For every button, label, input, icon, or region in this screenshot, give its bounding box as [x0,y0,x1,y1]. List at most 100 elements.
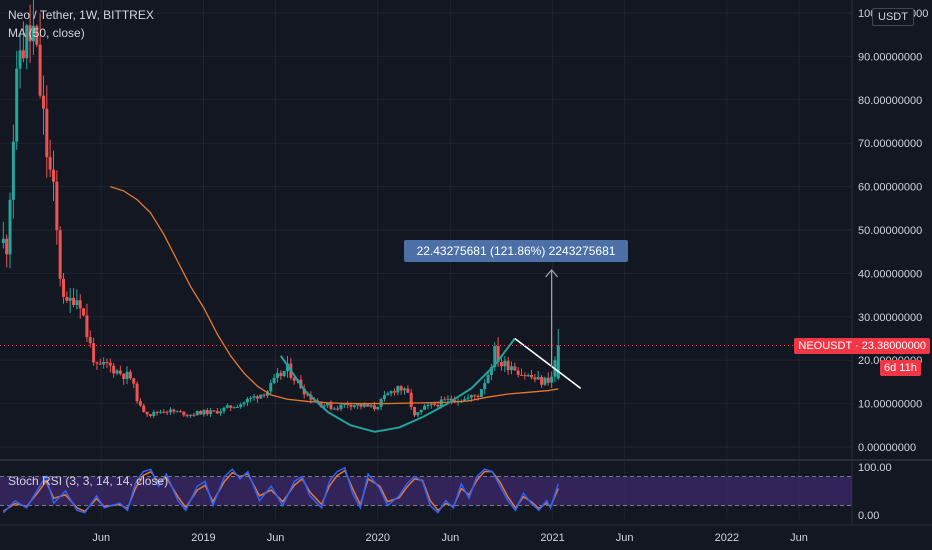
candle-body [55,181,59,231]
y-tick-label: 0.00000000 [858,442,916,454]
candle-body [513,366,517,371]
x-tick-label: Jun [790,532,808,544]
candle-body [95,362,99,364]
candle-body [219,411,223,414]
candle-body [496,346,500,362]
candle-body [48,157,52,170]
candle-body [88,337,92,344]
candle-body [15,68,19,142]
candle-body [509,366,513,371]
candle-body [506,360,510,371]
candle-body [556,345,560,379]
grid [0,0,932,526]
candle-body [195,411,199,416]
x-tick-label: Jun [616,532,634,544]
candle-body [72,297,76,305]
rsi-k-line [2,466,560,514]
last-price-value: 23.38000000 [861,340,926,352]
currency-button[interactable]: USDT [872,8,914,26]
candle-body [21,50,25,59]
candle-body [102,361,106,365]
trendline [514,337,582,390]
candle-body [476,395,480,397]
candle-body [18,50,22,69]
candle-body [78,300,82,309]
candle-body [112,365,116,374]
candle-body [182,411,186,416]
candle-body [479,389,483,397]
candle-body [423,405,427,410]
candle-body [235,407,239,409]
candle-body [35,25,39,45]
ma-legend[interactable]: MA (50, close) [8,26,85,40]
candles [1,0,560,419]
candle-body [245,398,249,403]
candle-body [199,411,203,415]
candle-body [386,393,390,396]
x-tick-label: Jun [92,532,110,544]
candle-body [520,374,524,376]
candle-body [135,383,139,402]
x-tick-label: 2020 [366,532,390,544]
candle-body [446,398,450,400]
candle-body [349,404,353,407]
candle-body [436,404,440,407]
candle-body [51,169,55,182]
candle-body [269,382,273,392]
candle-body [229,405,233,408]
drawings[interactable] [0,269,852,433]
measure-arrowhead [545,269,559,278]
candle-body [362,404,366,407]
y-tick-label: 50.00000000 [858,225,922,237]
candle-body [292,377,296,381]
candle-body [473,395,477,397]
candle-body [192,414,196,416]
candle-body [212,410,216,412]
candle-body [282,371,286,377]
candle-body [359,404,363,407]
y-tick-label: 10.00000000 [858,399,922,411]
candle-body [429,403,433,406]
x-tick-label: 2019 [191,532,215,544]
candle-body [25,25,29,59]
candle-body [489,367,493,375]
y-tick-label: 60.00000000 [858,182,922,194]
candle-body [543,377,547,385]
candle-body [536,376,540,380]
candle-body [249,397,253,399]
candle-body [413,407,417,416]
y-tick-label: 90.00000000 [858,51,922,63]
candle-body [8,199,12,255]
stoch-rsi-legend[interactable]: Stoch RSI (3, 3, 14, 14, close) [8,474,169,488]
candle-body [483,383,487,390]
candle-body [486,374,490,384]
candle-body [115,370,119,374]
candle-body [399,386,403,391]
bar-countdown: 6d 11h [880,360,921,376]
candle-body [45,108,49,158]
candle-body [533,377,537,380]
x-tick-label: 2021 [540,532,564,544]
candle-body [175,411,179,413]
candle-body [356,404,360,406]
candle-body [403,388,407,391]
last-price-label: NEOUSDT · 23.38000000 [794,338,930,354]
candle-body [516,370,520,375]
candle-body [108,362,112,366]
symbol-legend[interactable]: Neo / Tether, 1W, BITTREX [8,8,154,22]
candle-body [262,394,266,396]
cup-drawing [279,337,516,433]
rsi-tick-label: 100.00 [858,462,892,474]
candle-body [376,406,380,410]
candle-body [125,371,129,379]
candle-body [209,410,213,415]
candle-body [128,371,132,379]
candle-body [11,141,15,200]
candle-body [426,405,430,407]
candle-body [105,361,109,363]
candle-body [5,238,9,255]
candle-body [172,409,176,412]
x-tick-label: 2022 [715,532,739,544]
